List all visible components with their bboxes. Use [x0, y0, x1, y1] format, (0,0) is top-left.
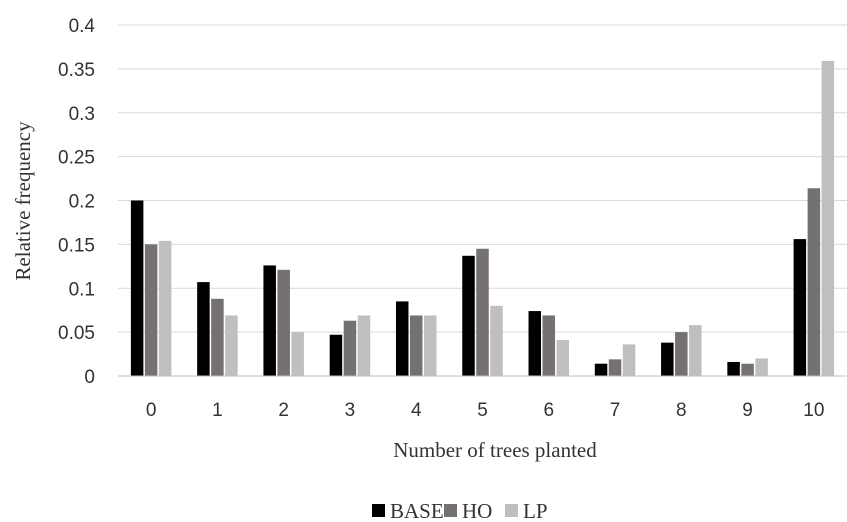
bar-ho-1 [211, 298, 224, 376]
bar-ho-7 [608, 359, 622, 376]
bar-ho-3 [343, 320, 357, 376]
x-tick-label: 7 [610, 400, 621, 421]
y-tick-label: 0.35 [58, 60, 95, 81]
bar-ho-2 [277, 269, 290, 376]
x-tick-label: 8 [676, 400, 687, 421]
bar-lp-8 [689, 325, 702, 376]
bar-base-2 [263, 265, 276, 376]
bar-base-9 [727, 361, 740, 376]
y-tick-label: 0.15 [58, 235, 95, 256]
legend-item-ho: HO [444, 499, 492, 522]
bar-base-6 [528, 311, 542, 376]
bar-ho-4 [409, 315, 423, 376]
legend-swatch [372, 504, 385, 517]
legend-label: LP [523, 499, 548, 522]
bar-lp-4 [423, 315, 437, 376]
x-tick-label: 6 [543, 400, 554, 421]
y-tick-label: 0.25 [58, 148, 95, 169]
x-axis-title: Number of trees planted [393, 438, 597, 462]
bars [130, 60, 835, 376]
x-tick-label: 0 [146, 400, 157, 421]
bar-base-1 [197, 282, 210, 376]
y-axis-title: Relative frequency [11, 121, 35, 281]
bar-ho-10 [807, 188, 821, 376]
x-tick-label: 9 [742, 400, 753, 421]
bar-base-7 [594, 363, 608, 376]
bar-base-3 [329, 334, 343, 376]
x-axis-ticks: 0 1 2 3 4 5 6 7 8 9 10 [146, 400, 825, 421]
bar-lp-9 [755, 358, 768, 376]
bar-lp-3 [357, 315, 371, 376]
bar-lp-6 [556, 340, 570, 376]
bar-ho-6 [542, 315, 556, 376]
bar-base-0 [130, 200, 144, 376]
legend-swatch [444, 504, 457, 517]
bar-ho-8 [675, 332, 688, 376]
bar-base-8 [661, 342, 674, 376]
bar-lp-5 [490, 305, 503, 376]
y-tick-label: 0.2 [69, 192, 95, 213]
bar-ho-0 [144, 244, 158, 376]
bar-base-4 [395, 301, 409, 376]
legend-item-lp: LP [505, 499, 548, 522]
x-tick-label: 5 [477, 400, 488, 421]
x-tick-label: 4 [411, 400, 422, 421]
legend-label: BASE [390, 499, 444, 522]
legend-item-base: BASE [372, 499, 444, 522]
gridlines [118, 24, 847, 333]
legend-label: HO [462, 499, 492, 522]
bar-lp-1 [225, 315, 238, 376]
bar-lp-7 [622, 344, 636, 376]
bar-base-5 [462, 255, 475, 376]
legend: BASE HO LP [372, 499, 548, 522]
bar-base-10 [793, 239, 807, 376]
y-tick-label: 0.4 [69, 16, 96, 37]
legend-swatch [505, 504, 518, 517]
y-tick-label: 0.1 [69, 279, 95, 300]
x-tick-label: 3 [345, 400, 356, 421]
y-tick-label: 0.3 [69, 104, 95, 125]
y-tick-label: 0 [84, 367, 95, 388]
y-axis-ticks: 0 0.05 0.1 0.15 0.2 0.25 0.3 0.35 0.4 [58, 16, 95, 388]
bar-lp-0 [158, 240, 172, 376]
y-tick-label: 0.05 [58, 323, 95, 344]
bar-lp-2 [291, 332, 304, 376]
bar-ho-5 [476, 248, 489, 376]
x-tick-label: 1 [212, 400, 223, 421]
bar-ho-9 [741, 363, 754, 376]
x-tick-label: 2 [278, 400, 289, 421]
bar-lp-10 [821, 60, 835, 376]
x-tick-label: 10 [803, 400, 824, 421]
